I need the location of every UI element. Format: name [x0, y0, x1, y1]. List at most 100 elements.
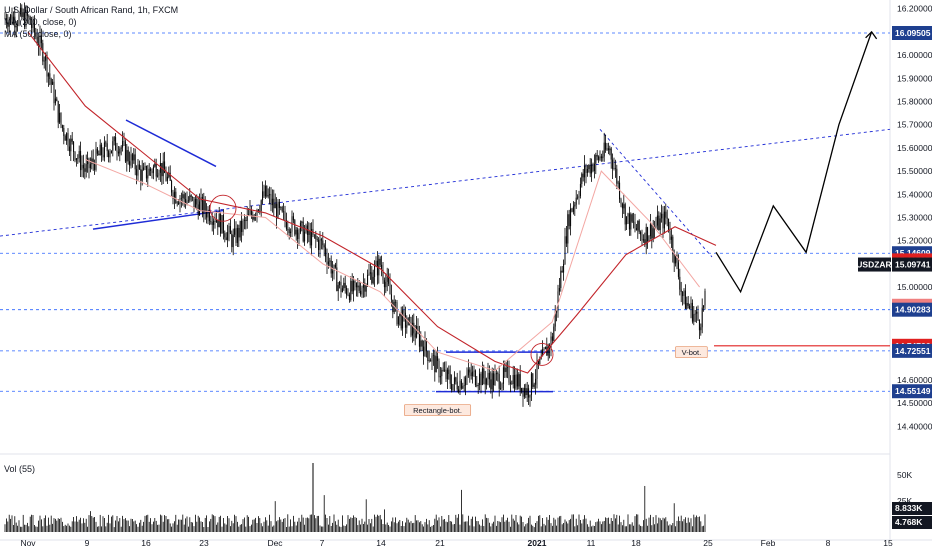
candle-body: [71, 138, 73, 142]
candle-body: [428, 360, 430, 361]
candle-body: [544, 347, 546, 350]
candle-body: [526, 388, 528, 396]
candle-body: [98, 153, 100, 156]
candle-body: [525, 388, 527, 396]
price-tag-label: 14.72551: [895, 346, 931, 356]
candle-body: [210, 221, 212, 223]
candle-body: [395, 301, 397, 303]
candle-body: [222, 215, 224, 234]
candle-body: [316, 239, 318, 241]
candle-body: [33, 19, 35, 33]
candle-body: [295, 229, 297, 235]
candle-body: [495, 373, 497, 375]
candle-body: [94, 163, 96, 170]
candle-body: [402, 310, 404, 329]
triangle-upper-line: [125, 119, 217, 168]
time-tick-label: 18: [631, 538, 641, 548]
candle-body: [319, 239, 321, 251]
candle-body: [252, 214, 254, 220]
volume-bars-group: [4, 463, 706, 532]
candle-body: [383, 280, 385, 288]
candle-body: [56, 98, 58, 101]
candle-body: [88, 158, 90, 169]
candle-body: [523, 388, 525, 397]
candle-body: [371, 272, 373, 284]
time-tick-label: Nov: [20, 538, 36, 548]
candle-body: [607, 148, 609, 151]
candle-body: [673, 254, 675, 264]
candle-body: [288, 229, 290, 234]
candle-body: [642, 239, 644, 241]
candle-body: [234, 228, 236, 235]
candle-body: [600, 156, 602, 159]
candle-body: [672, 236, 674, 255]
ma200-line: [27, 31, 717, 374]
candle-body: [682, 291, 684, 297]
candle-body: [582, 173, 584, 178]
candle-body: [432, 355, 434, 356]
candle-body: [152, 166, 154, 174]
candle-body: [294, 220, 296, 235]
candle-body: [341, 288, 343, 293]
candle-body: [578, 196, 580, 198]
candle-body: [512, 374, 514, 385]
candle-body: [357, 285, 359, 288]
candle-body: [663, 211, 665, 229]
price-tick-label: 15.20000: [897, 236, 932, 246]
candle-body: [669, 230, 671, 240]
candle-body: [302, 221, 304, 242]
candle-body: [635, 228, 637, 231]
candle-body: [444, 369, 446, 371]
candle-body: [535, 378, 537, 385]
candle-body: [560, 270, 562, 289]
candle-body: [61, 125, 63, 129]
price-tick-label: 16.20000: [897, 4, 932, 14]
candle-body: [539, 358, 541, 365]
price-tag-box: [892, 257, 932, 272]
candle-body: [21, 7, 23, 17]
candle-body: [602, 156, 604, 159]
candle-body: [431, 355, 433, 362]
candle-body: [571, 208, 573, 212]
candle-body: [318, 240, 320, 251]
candle-body: [68, 146, 70, 152]
candle-body: [568, 214, 570, 227]
candle-body: [551, 336, 553, 341]
candle-body: [697, 311, 699, 321]
candle-body: [634, 222, 636, 229]
price-tag-box: [892, 25, 932, 40]
price-tick-label: 15.80000: [897, 96, 932, 106]
candle-body: [7, 23, 9, 27]
candle-body: [493, 373, 495, 386]
candle-body: [374, 265, 376, 277]
candle-body: [193, 197, 195, 208]
candle-body: [505, 367, 507, 372]
candle-body: [593, 163, 595, 172]
candle-body: [609, 148, 611, 151]
candle-body: [460, 380, 462, 389]
candle-body: [59, 112, 61, 123]
candle-body: [112, 141, 114, 151]
candle-body: [66, 133, 68, 141]
candle-body: [103, 142, 105, 158]
candle-body: [483, 368, 485, 379]
candle-body: [224, 233, 226, 238]
volume-value-tag-box: [892, 516, 932, 529]
candle-body: [556, 310, 558, 313]
candle-body: [479, 373, 481, 386]
candle-body: [470, 372, 472, 377]
candle-body: [315, 234, 317, 240]
candle-body: [92, 158, 94, 164]
candle-body: [453, 377, 455, 385]
candle-body: [354, 281, 356, 283]
candle-body: [445, 369, 447, 380]
candle-body: [392, 299, 394, 313]
candle-body: [676, 255, 678, 263]
candle-body: [115, 137, 117, 151]
time-tick-label: 23: [199, 538, 209, 548]
candle-body: [99, 144, 101, 156]
candle-body: [462, 386, 464, 389]
candle-body: [599, 156, 601, 160]
